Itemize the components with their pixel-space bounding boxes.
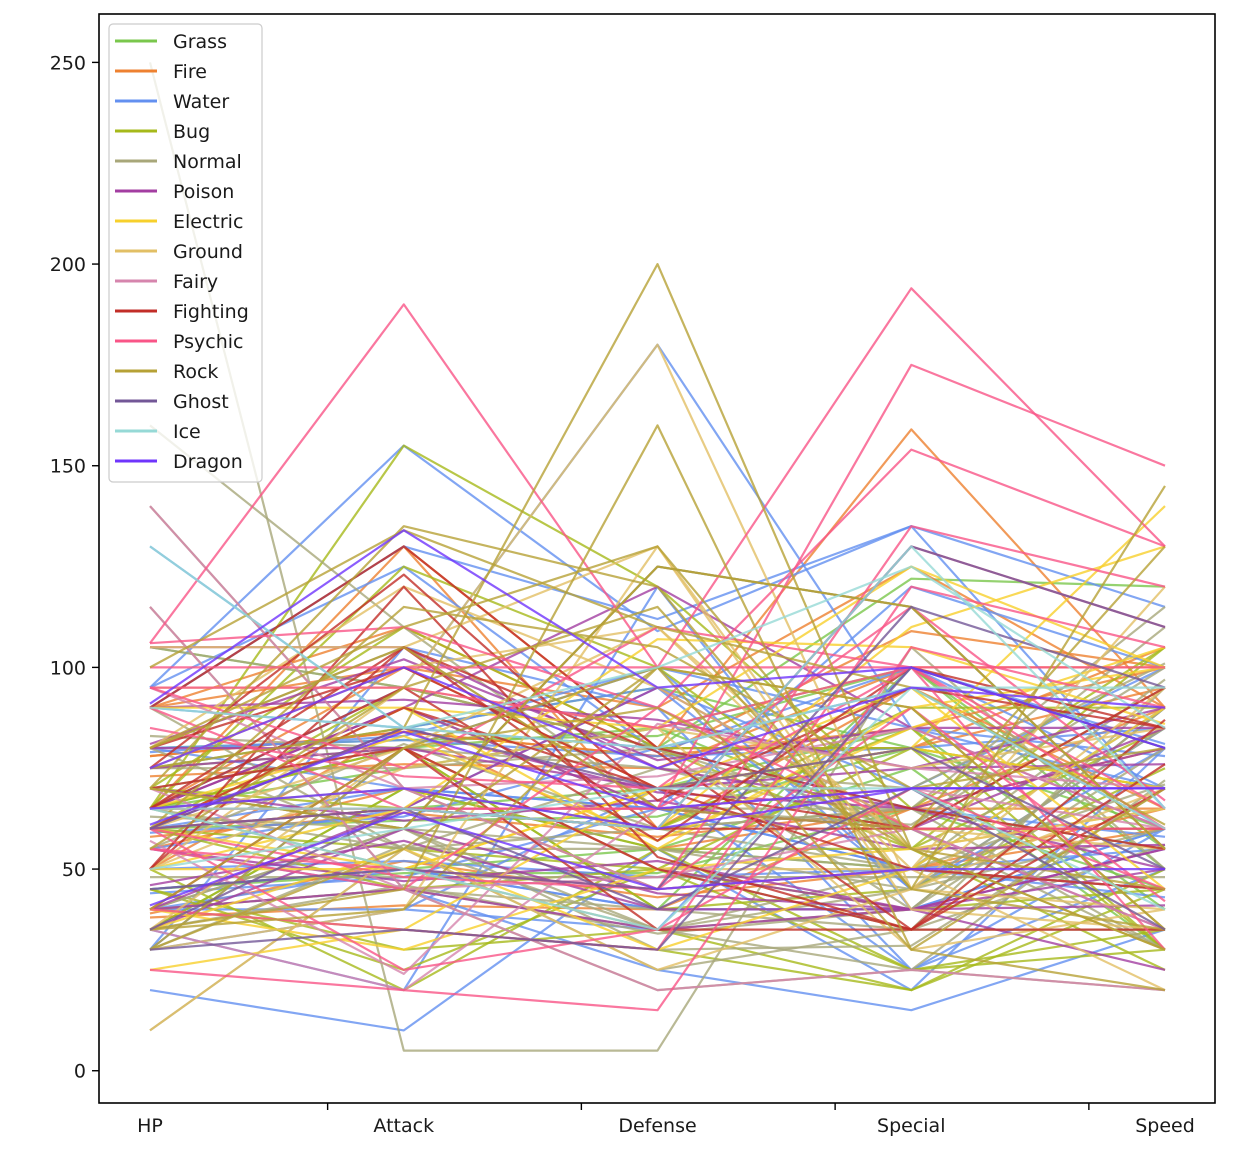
series-line bbox=[149, 605, 1166, 830]
y-tick-label: 100 bbox=[50, 657, 86, 679]
legend-label: Fighting bbox=[173, 301, 249, 323]
series-line bbox=[149, 811, 1165, 907]
series-line bbox=[149, 847, 1166, 911]
legend-label: Electric bbox=[173, 211, 243, 233]
x-axis: HP Attack Defense Special Speed bbox=[137, 1103, 1195, 1137]
series-lines bbox=[148, 62, 1166, 1052]
series-line bbox=[149, 698, 1166, 770]
legend-label: Rock bbox=[173, 361, 218, 383]
x-tick-label: HP bbox=[137, 1115, 163, 1137]
x-tick-label: Special bbox=[877, 1115, 945, 1137]
y-axis: 0 50 100 150 200 250 bbox=[50, 52, 99, 1083]
series-line bbox=[149, 573, 1166, 802]
legend-label: Water bbox=[173, 91, 229, 113]
legend: Grass Fire Water Bug Normal Poison Electric Gro… bbox=[108, 23, 263, 483]
legend-label: Fire bbox=[173, 61, 207, 83]
legend-label: Psychic bbox=[173, 331, 243, 353]
legend-label: Dragon bbox=[173, 451, 243, 473]
legend-label: Bug bbox=[173, 121, 210, 143]
series-line bbox=[149, 565, 1166, 730]
legend-label: Normal bbox=[173, 151, 242, 173]
x-tick-label: Defense bbox=[618, 1115, 696, 1137]
series-line bbox=[149, 787, 1166, 911]
series-dragon bbox=[149, 529, 1166, 907]
legend-label: Ghost bbox=[173, 391, 229, 413]
y-tick-label: 250 bbox=[50, 52, 86, 74]
series-line bbox=[149, 424, 1166, 951]
series-line bbox=[149, 545, 1166, 830]
series-line bbox=[149, 485, 1166, 891]
series-line bbox=[149, 529, 1166, 826]
series-line bbox=[149, 787, 1165, 830]
plot-frame bbox=[98, 13, 1216, 1104]
y-tick-label: 50 bbox=[62, 859, 86, 881]
y-tick-label: 0 bbox=[74, 1061, 86, 1083]
y-tick-label: 150 bbox=[50, 456, 86, 478]
series-line bbox=[149, 666, 1166, 770]
x-tick-label: Attack bbox=[373, 1115, 434, 1137]
series-line bbox=[149, 686, 1165, 931]
x-tick-label: Speed bbox=[1135, 1115, 1195, 1137]
legend-box bbox=[108, 23, 263, 483]
series-line bbox=[149, 444, 1166, 689]
legend-label: Ground bbox=[173, 241, 243, 263]
legend-label: Poison bbox=[173, 181, 234, 203]
legend-label: Ice bbox=[173, 421, 201, 443]
legend-label: Fairy bbox=[173, 271, 218, 293]
series-line bbox=[150, 666, 1166, 810]
legend-label: Grass bbox=[173, 31, 227, 53]
y-tick-label: 200 bbox=[50, 254, 86, 276]
